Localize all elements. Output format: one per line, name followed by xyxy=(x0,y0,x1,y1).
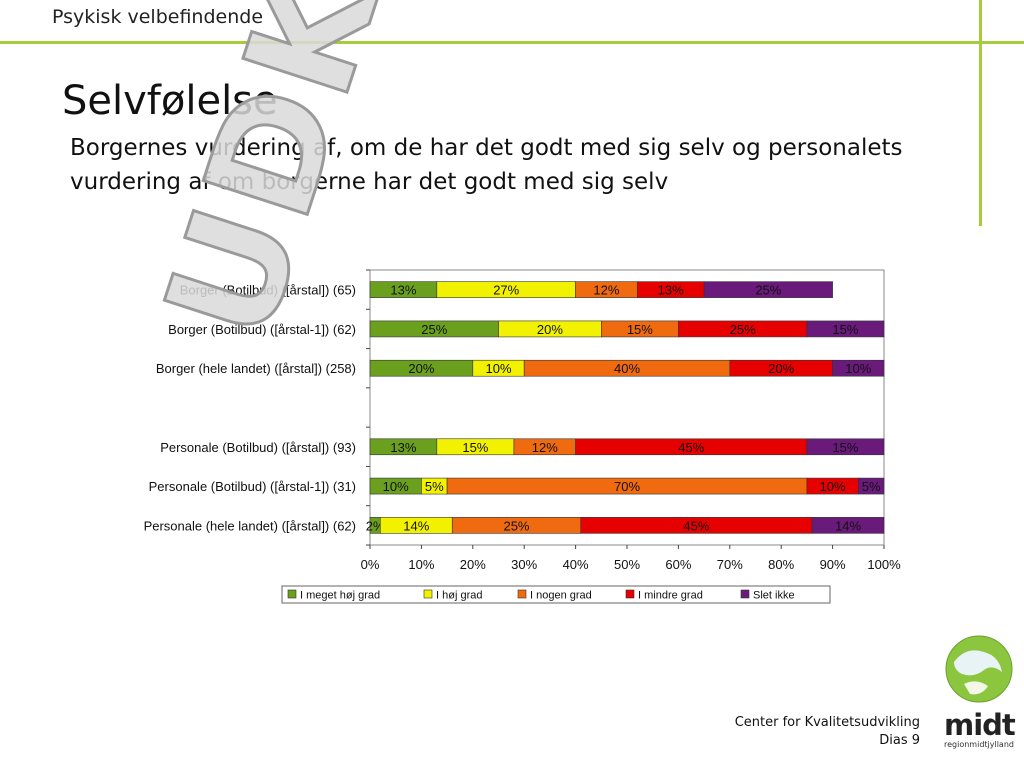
x-tick-label: 70% xyxy=(717,557,743,572)
x-tick-label: 80% xyxy=(768,557,794,572)
data-label: 70% xyxy=(614,479,640,494)
bar-segment xyxy=(703,281,833,298)
data-label: 5% xyxy=(862,479,881,494)
header-divider xyxy=(0,41,1024,44)
legend-swatch xyxy=(740,589,750,599)
legend-label: I nogen grad xyxy=(530,590,592,602)
category-label: Personale (hele landet) ([årstal]) (62) xyxy=(144,518,356,533)
bar-segment xyxy=(811,517,885,534)
footer: Center for Kvalitetsudvikling Dias 9 xyxy=(735,714,920,750)
section-title: Psykisk velbefindende xyxy=(52,6,264,28)
data-label: 20% xyxy=(537,322,563,337)
data-label: 25% xyxy=(421,322,447,337)
category-label: Borger (Botilbud) ([årstal]) (65) xyxy=(180,283,356,298)
data-label: 13% xyxy=(390,440,416,455)
data-label: 45% xyxy=(683,518,709,533)
footer-page-number: Dias 9 xyxy=(879,733,920,748)
data-label: 14% xyxy=(835,518,861,533)
data-label: 14% xyxy=(403,518,429,533)
legend-label: Slet ikke xyxy=(753,590,795,602)
legend-label: I mindre grad xyxy=(638,590,703,602)
legend-box xyxy=(281,585,831,604)
category-label: Borger (hele landet) ([årstal]) (258) xyxy=(156,361,356,376)
data-label: 13% xyxy=(658,283,684,298)
bar-segment xyxy=(857,477,885,495)
slide-subtitle: Borgernes vurdering af, om de har det go… xyxy=(70,135,903,195)
bar-segment xyxy=(806,320,885,338)
data-label: 25% xyxy=(503,518,529,533)
legend-label: I meget høj grad xyxy=(300,590,380,602)
x-tick-label: 50% xyxy=(614,557,640,572)
x-tick-label: 10% xyxy=(408,557,434,572)
data-label: 20% xyxy=(768,361,794,376)
globe-logo-icon xyxy=(945,635,1013,703)
data-label: 25% xyxy=(755,283,781,298)
data-label: 40% xyxy=(614,361,640,376)
x-tick-label: 0% xyxy=(361,557,380,572)
data-label: 10% xyxy=(383,479,409,494)
data-label: 12% xyxy=(532,440,558,455)
logo-subtext: regionmidtjylland xyxy=(944,740,1014,749)
data-label: 13% xyxy=(390,283,416,298)
x-tick-label: 60% xyxy=(665,557,691,572)
legend-swatch xyxy=(625,589,635,599)
data-label: 10% xyxy=(845,361,871,376)
data-label: 45% xyxy=(678,440,704,455)
data-label: 10% xyxy=(485,361,511,376)
slide-title: Selvfølelse xyxy=(62,78,278,124)
x-tick-label: 30% xyxy=(511,557,537,572)
data-label: 10% xyxy=(820,479,846,494)
legend-swatch xyxy=(423,589,433,599)
bar-segment xyxy=(806,438,885,456)
x-tick-label: 90% xyxy=(820,557,846,572)
x-tick-label: 100% xyxy=(867,557,901,572)
x-tick-label: 40% xyxy=(563,557,589,572)
data-label: 15% xyxy=(832,322,858,337)
x-tick-label: 20% xyxy=(460,557,486,572)
legend-swatch xyxy=(287,589,297,599)
vertical-divider xyxy=(979,0,982,226)
data-label: 27% xyxy=(493,283,519,298)
category-label: Borger (Botilbud) ([årstal-1]) (62) xyxy=(168,322,356,337)
data-label: 5% xyxy=(425,479,444,494)
footer-org: Center for Kvalitetsudvikling xyxy=(734,715,920,730)
legend-label: I høj grad xyxy=(436,590,482,602)
logo-text: midt xyxy=(944,708,1016,742)
data-label: 12% xyxy=(593,283,619,298)
category-label: Personale (Botilbud) ([årstal-1]) (31) xyxy=(149,479,356,494)
data-label: 25% xyxy=(730,322,756,337)
bar-segment xyxy=(832,359,885,377)
plot-area xyxy=(369,269,885,546)
data-label: 15% xyxy=(832,440,858,455)
data-label: 15% xyxy=(462,440,488,455)
data-label: 15% xyxy=(627,322,653,337)
legend-swatch xyxy=(517,589,527,599)
category-label: Personale (Botilbud) ([årstal]) (93) xyxy=(160,440,356,455)
data-label: 20% xyxy=(408,361,434,376)
